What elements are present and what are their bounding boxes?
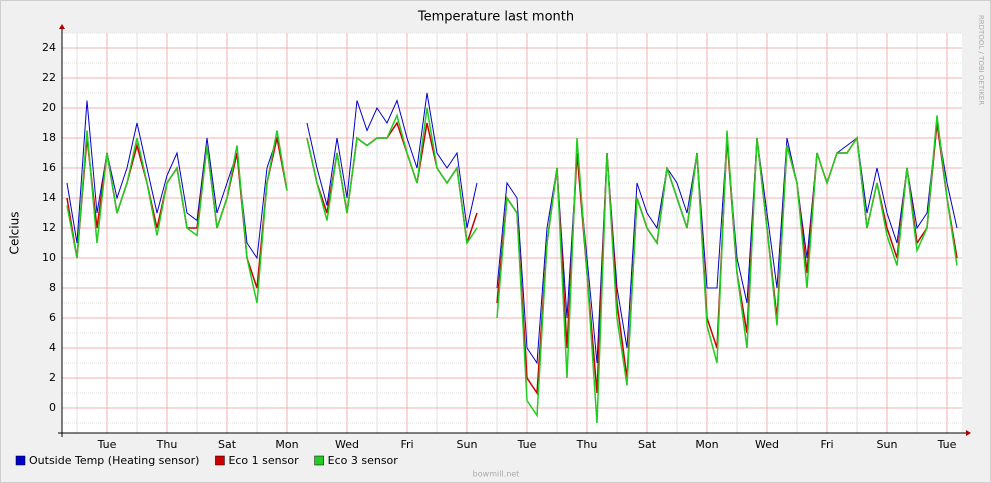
x-tick-label: Sat bbox=[218, 438, 237, 451]
x-tick-label: Sun bbox=[457, 438, 478, 451]
y-tick-label: 8 bbox=[49, 281, 56, 294]
x-tick-label: Sun bbox=[877, 438, 898, 451]
y-tick-label: 18 bbox=[42, 131, 56, 144]
lines bbox=[66, 92, 958, 424]
y-tick-label: 6 bbox=[49, 311, 56, 324]
legend-swatch bbox=[215, 455, 225, 466]
y-tick-label: 20 bbox=[42, 101, 56, 114]
x-tick-label: Thu bbox=[576, 438, 598, 451]
x-tick-label: Tue bbox=[517, 438, 537, 451]
axes bbox=[58, 24, 971, 437]
y-tick-label: 12 bbox=[42, 221, 56, 234]
y-tick-label: 10 bbox=[42, 251, 56, 264]
x-tick-label: Fri bbox=[400, 438, 413, 451]
y-tick-label: 4 bbox=[49, 341, 56, 354]
legend-swatch bbox=[314, 455, 324, 466]
legend-label: Eco 3 sensor bbox=[328, 454, 399, 467]
legend-swatch bbox=[15, 455, 26, 466]
x-tick-label: Mon bbox=[695, 438, 718, 451]
x-tick-label: Mon bbox=[275, 438, 298, 451]
y-tick-label: 0 bbox=[49, 401, 56, 414]
x-tick-label: Tue bbox=[937, 438, 957, 451]
y-tick-label: 2 bbox=[49, 371, 56, 384]
x-tick-label: Sat bbox=[638, 438, 657, 451]
footer: bowmill.net bbox=[473, 470, 520, 479]
x-tick-label: Fri bbox=[820, 438, 833, 451]
y-axis-label: Celcius bbox=[8, 212, 22, 255]
x-tick-label: Thu bbox=[156, 438, 178, 451]
x-arrow bbox=[966, 430, 971, 436]
chart-title: Temperature last month bbox=[417, 10, 574, 25]
side-note: RRDTOOL / TOBI OETIKER bbox=[977, 15, 985, 105]
x-tick-label: Tue bbox=[97, 438, 117, 451]
legend: Outside Temp (Heating sensor) Eco 1 senso… bbox=[15, 454, 399, 467]
y-tick-label: 14 bbox=[42, 191, 56, 204]
y-tick-label: 16 bbox=[42, 161, 56, 174]
y-tick-label: 22 bbox=[42, 71, 56, 84]
x-tick-label: Wed bbox=[755, 438, 779, 451]
y-tick-label: 24 bbox=[42, 41, 56, 54]
plot-area bbox=[62, 33, 962, 433]
x-tick-label: Wed bbox=[335, 438, 359, 451]
legend-label: Outside Temp (Heating sensor) bbox=[29, 454, 199, 467]
series-line bbox=[66, 107, 958, 424]
y-arrow bbox=[59, 24, 65, 29]
legend-label: Eco 1 sensor bbox=[228, 454, 299, 467]
